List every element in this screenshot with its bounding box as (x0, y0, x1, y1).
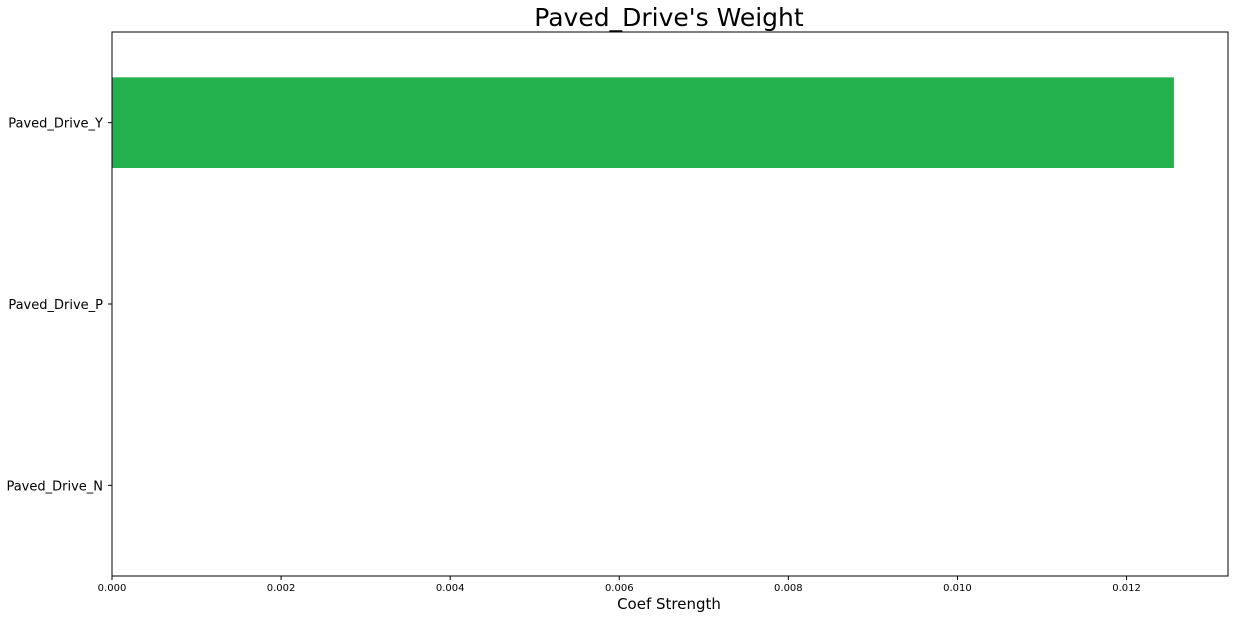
y-tick-label: Paved_Drive_N (6, 479, 103, 494)
x-tick-label: 0.004 (436, 583, 465, 594)
x-tick-label: 0.012 (1112, 583, 1141, 594)
y-axis: Paved_Drive_Y Paved_Drive_P Paved_Drive_N (6, 117, 112, 494)
y-tick-label: Paved_Drive_Y (8, 117, 103, 132)
x-axis-label: Coef Strength (617, 595, 721, 613)
x-tick-label: 0.006 (605, 583, 634, 594)
bar-paved-drive-y (112, 77, 1174, 168)
x-tick-label: 0.002 (267, 583, 296, 594)
x-tick-label: 0.008 (774, 583, 803, 594)
x-axis: 0.000 0.002 0.004 0.006 0.008 0.010 0.012 (98, 576, 1141, 594)
bars-group (112, 77, 1174, 168)
x-tick-label: 0.010 (943, 583, 972, 594)
x-tick-label: 0.000 (98, 583, 127, 594)
y-tick-label: Paved_Drive_P (8, 298, 103, 313)
chart-title: Paved_Drive's Weight (534, 3, 804, 32)
